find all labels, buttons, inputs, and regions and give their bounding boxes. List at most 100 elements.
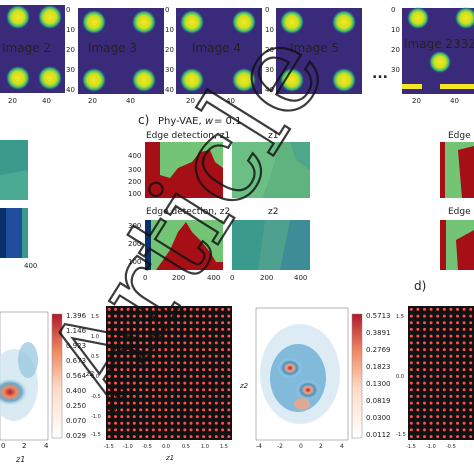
grid-dot — [151, 394, 155, 398]
panel-d-edge-map-2 — [440, 220, 474, 270]
grid2-axes: 1.5 0.0 -1.5 -1.5 -1.0 -0.5 — [396, 314, 456, 450]
x-tick: 40 — [450, 97, 459, 105]
y-tick: 20 — [165, 46, 174, 54]
grid-dot — [442, 321, 446, 325]
grid-dot — [436, 354, 440, 358]
grid-dot — [139, 348, 143, 352]
grid-dot — [189, 314, 193, 318]
grid-dot — [139, 327, 143, 331]
grid-dot — [114, 374, 117, 378]
grid-dot — [120, 321, 124, 325]
grid-dot — [145, 361, 149, 365]
grid-dot — [183, 381, 187, 385]
grid-dot — [139, 401, 143, 405]
grid-dot — [145, 421, 149, 425]
grid-dot — [139, 314, 143, 318]
grid-dot — [132, 374, 136, 378]
grid-dot — [126, 421, 130, 425]
grid-dot — [114, 334, 117, 338]
grid-dot — [183, 374, 187, 378]
grid-dot — [145, 321, 149, 325]
grid-dot — [227, 408, 231, 412]
grid-dot — [114, 381, 117, 385]
grid-dot — [164, 435, 168, 439]
y-axis-label: z2 — [85, 370, 95, 378]
grid-dot — [107, 354, 111, 358]
grid-dot — [126, 408, 130, 412]
x-tick: -1.5 — [406, 444, 416, 450]
grid-dot — [107, 401, 111, 405]
grid-dot — [469, 341, 473, 345]
grid-dot — [183, 321, 187, 325]
grid-dot — [416, 394, 420, 398]
grid-dot — [107, 388, 111, 392]
grid-dot — [409, 394, 413, 398]
grid-dot — [202, 435, 206, 439]
grid-dot — [139, 334, 143, 338]
grid-dot — [442, 374, 446, 378]
grid-dot — [442, 334, 446, 338]
grid-dot — [126, 341, 130, 345]
grid-dot — [132, 307, 136, 311]
grid-dot — [126, 348, 130, 352]
grid-dot — [202, 421, 206, 425]
grid-dot — [208, 394, 212, 398]
grid-dot — [449, 354, 453, 358]
y-tick: 0 — [391, 6, 395, 14]
grid-dot — [151, 415, 155, 419]
grid-dot — [227, 321, 231, 325]
x-tick: 2 — [22, 442, 26, 450]
grid-dot — [436, 348, 440, 352]
x-tick: 200 — [172, 274, 185, 282]
grid-dot — [208, 435, 212, 439]
grid-dot — [436, 327, 440, 331]
grid-dot — [409, 368, 413, 372]
grid-dot — [139, 354, 143, 358]
grid-dot — [442, 435, 446, 439]
grid-dot — [151, 327, 155, 331]
grid-dot — [221, 314, 225, 318]
grid-dot — [107, 415, 111, 419]
grid-dot — [221, 381, 225, 385]
grid-dot — [462, 401, 466, 405]
grid-dot — [139, 361, 143, 365]
left-strip-x-tick: 400 — [24, 262, 37, 270]
grid-dot — [151, 361, 155, 365]
grid-dot — [456, 307, 459, 311]
y-tick: 1.0 — [91, 334, 99, 340]
grid-dot — [429, 428, 433, 432]
grid-dot — [158, 381, 162, 385]
grid-dot — [195, 341, 199, 345]
grid-dot — [151, 408, 155, 412]
grid-dot — [120, 341, 124, 345]
grid-dot — [126, 314, 130, 318]
x-axis-label: z1 — [165, 454, 174, 462]
grid-dot — [208, 348, 212, 352]
grid-dot — [189, 341, 193, 345]
grid-dot — [416, 421, 420, 425]
grid-dot — [423, 421, 426, 425]
grid-dot — [462, 408, 466, 412]
grid-dot — [227, 401, 231, 405]
grid-dot — [469, 361, 473, 365]
grid-dot — [214, 374, 218, 378]
grid-dot — [114, 435, 117, 439]
grid-dot — [139, 394, 143, 398]
grid-dot — [145, 334, 149, 338]
grid-dot — [151, 348, 155, 352]
grid-dot — [214, 381, 218, 385]
grid-dot — [189, 334, 193, 338]
grid-dot — [132, 381, 136, 385]
grid-dot — [189, 401, 193, 405]
grid-dot — [107, 334, 111, 338]
grid-dot — [139, 341, 143, 345]
grid-dot — [164, 401, 168, 405]
x-tick: -1.0 — [123, 444, 133, 450]
grid-dot — [462, 435, 466, 439]
x-tick: 400 — [294, 274, 307, 282]
x-tick: 40 — [126, 97, 135, 105]
grid-dot — [189, 368, 193, 372]
grid-dot — [195, 307, 199, 311]
grid-dot — [436, 341, 440, 345]
